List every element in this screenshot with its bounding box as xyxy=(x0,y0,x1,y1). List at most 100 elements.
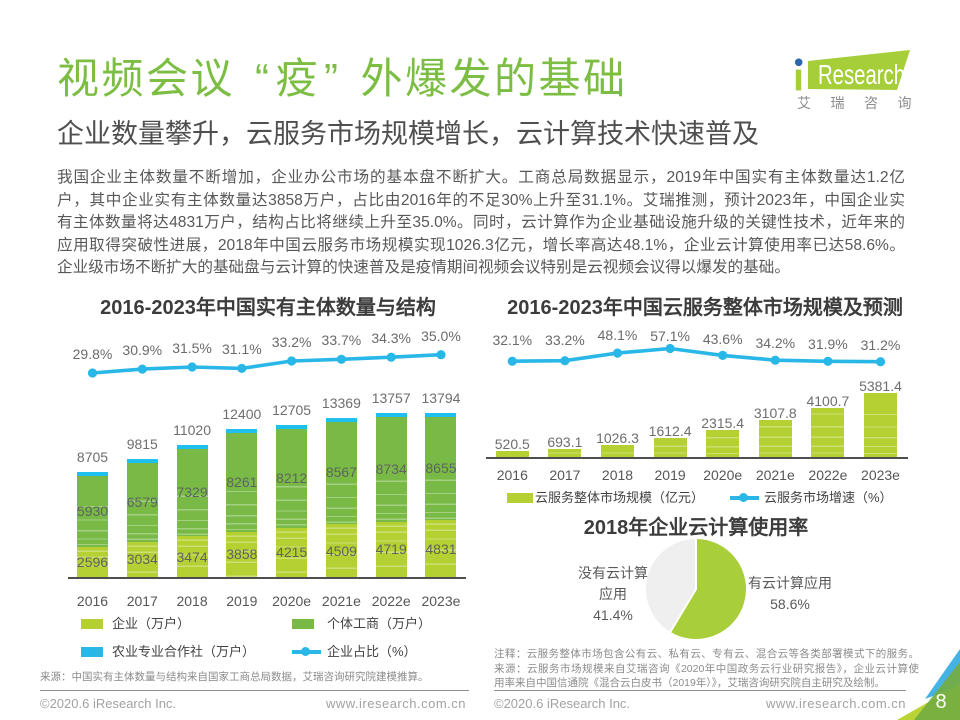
trend-line-dot xyxy=(823,356,833,366)
fullwidth-close-quote: ” xyxy=(324,55,341,102)
trend-line-dot xyxy=(718,350,728,360)
bar-segment-coop xyxy=(325,417,357,422)
page-number: 8 xyxy=(935,691,947,713)
trend-line-path xyxy=(92,352,442,375)
legend-swatch-cloud-market xyxy=(507,493,533,503)
right-footer-divider xyxy=(494,690,906,691)
bar-segment-label-individual: 6579 xyxy=(126,493,158,510)
trend-line-dot xyxy=(287,356,297,366)
right-footer-website: www.iresearch.com.cn xyxy=(765,696,906,711)
bar-segment-individual xyxy=(226,433,258,532)
bar-segment-coop xyxy=(375,413,407,418)
x-axis-label: 2021e xyxy=(321,592,361,609)
x-axis-label: 2020e xyxy=(272,592,312,609)
trend-percent-label: 31.1% xyxy=(221,341,262,358)
corner-decoration xyxy=(840,630,960,720)
right-footer-copyright: ©2020.6 iResearch Inc. xyxy=(494,696,631,711)
right-chart-axis xyxy=(486,456,908,459)
bar-segment-coop xyxy=(126,459,158,463)
bar-segment-label-enterprise: 4509 xyxy=(325,542,357,559)
trend-percent-label: 32.1% xyxy=(492,331,533,348)
bar-cloud-market xyxy=(653,438,687,458)
svg-text:Research: Research xyxy=(818,59,905,90)
bar-total-label: 12705 xyxy=(272,402,312,419)
left-chart-trend-line-graphic xyxy=(87,350,446,378)
legend-swatch-coop xyxy=(81,647,103,657)
fullwidth-open-quote: “ xyxy=(255,55,272,102)
note-line: 来源：云服务市场规模来自艾瑞咨询《2020年中国政务云行业研究报告》，企业云计算… xyxy=(494,662,919,675)
bar-total-label: 13757 xyxy=(371,390,411,407)
trend-percent-label: 34.2% xyxy=(755,334,796,351)
bar-segment-enterprise xyxy=(226,531,258,578)
trend-line-dot xyxy=(336,354,346,364)
bar-cloud-market xyxy=(495,451,529,458)
bar-total-label: 13369 xyxy=(321,394,361,411)
bar-segment-coop xyxy=(77,472,108,476)
bar-segment-enterprise xyxy=(276,527,308,578)
trend-line-dot xyxy=(386,352,396,362)
x-axis-label: 2017 xyxy=(549,467,581,483)
x-axis-label: 2022e xyxy=(371,592,411,609)
trend-percent-label: 33.2% xyxy=(545,331,585,348)
trend-line-dot xyxy=(560,356,570,366)
x-axis-label: 2019 xyxy=(226,592,258,609)
legend-swatch-individual xyxy=(292,619,314,629)
bar-segment-enterprise xyxy=(77,546,108,578)
bar-total-label: 13794 xyxy=(421,389,461,406)
bar-segment-label-individual: 7329 xyxy=(176,484,208,501)
right-chart-trend-line-graphic xyxy=(507,343,886,367)
left-chart-title: 2016-2023年中国实有主体数量与结构 xyxy=(100,296,436,319)
trend-percent-label: 35.0% xyxy=(421,327,461,344)
body-line: 户，其中企业实有主体数量达3858万户，占比由2016年的不足30%上升至31.… xyxy=(57,191,905,209)
body-line: 有主体数量将达4831万户，结构占比将继续上升至35.0%。同时，云计算作为企业… xyxy=(57,214,905,231)
bar-total-label: 11020 xyxy=(173,421,211,438)
bar-segment-individual xyxy=(375,417,407,522)
note-line: 注释：云服务整体市场包含公有云、私有云、专有云、混合云等各类部署模式下的服务。 xyxy=(494,648,919,660)
bar-segment-label-enterprise: 4831 xyxy=(425,540,457,557)
trend-line-dot xyxy=(436,350,446,360)
left-footer-copyright: ©2020.6 iResearch Inc. xyxy=(40,696,177,711)
note-line: 用率来自中国信通院《混合云白皮书（2019年）》，艾瑞咨询研究院自主研究及绘制。 xyxy=(494,677,885,690)
x-axis-label: 2018 xyxy=(176,592,208,609)
x-axis-label: 2016 xyxy=(496,467,528,483)
bar-segment-label-enterprise: 3034 xyxy=(126,551,158,568)
legend-line-dot-ratio xyxy=(301,647,310,656)
bar-segment-coop xyxy=(176,444,208,449)
bar-segment-label-enterprise: 3858 xyxy=(226,546,258,563)
trend-percent-label: 31.5% xyxy=(172,340,212,357)
bar-segment-individual xyxy=(276,429,308,528)
bar-cloud-market xyxy=(548,449,582,458)
trend-line-dot xyxy=(187,362,197,372)
bar-segment-label-enterprise: 3474 xyxy=(176,548,208,565)
bar-segment-label-individual: 5930 xyxy=(76,502,109,519)
bar-value-label: 3107.8 xyxy=(753,405,797,422)
pie-chart xyxy=(636,529,756,649)
trend-line-dot xyxy=(507,356,517,366)
x-axis-label: 2019 xyxy=(654,467,686,483)
legend-label-enterprise: 企业（万户） xyxy=(112,615,191,631)
bar-segment-label-enterprise: 4215 xyxy=(276,544,308,561)
x-axis-label: 2021e xyxy=(755,467,795,483)
bar-segment-label-individual: 8655 xyxy=(425,459,457,476)
iresearch-logo-graphic: Research xyxy=(794,50,910,91)
bar-value-label: 2315.4 xyxy=(701,414,745,431)
bar-segment-individual xyxy=(176,448,208,537)
bar-segment-label-individual: 8212 xyxy=(276,469,308,486)
page-subtitle: 企业数量攀升，云服务市场规模增长，云计算技术快速普及 xyxy=(57,118,759,149)
page-title: 视频会议 “疫” 外爆发的基础 xyxy=(57,55,628,102)
trend-percent-label: 31.2% xyxy=(860,336,901,353)
legend-line-dot-growth xyxy=(739,493,748,502)
trend-percent-label: 48.1% xyxy=(597,326,638,343)
bar-segment-label-individual: 8567 xyxy=(325,464,357,481)
x-axis-label: 2020e xyxy=(703,467,743,483)
bar-segment-enterprise xyxy=(325,524,357,578)
right-chart-title: 2016-2023年中国云服务整体市场规模及预测 xyxy=(507,296,903,319)
pie-label-without-cloud: 没有云计算 应用 41.4% xyxy=(578,565,648,623)
left-footer-website: www.iresearch.com.cn xyxy=(325,696,466,711)
bar-segment-individual xyxy=(77,476,108,547)
bar-segment-enterprise xyxy=(126,541,158,578)
bar-value-label: 1612.4 xyxy=(648,423,692,440)
bar-total-label: 12400 xyxy=(222,406,262,423)
iresearch-logo-subtext: 艾瑞咨询 xyxy=(797,95,931,111)
